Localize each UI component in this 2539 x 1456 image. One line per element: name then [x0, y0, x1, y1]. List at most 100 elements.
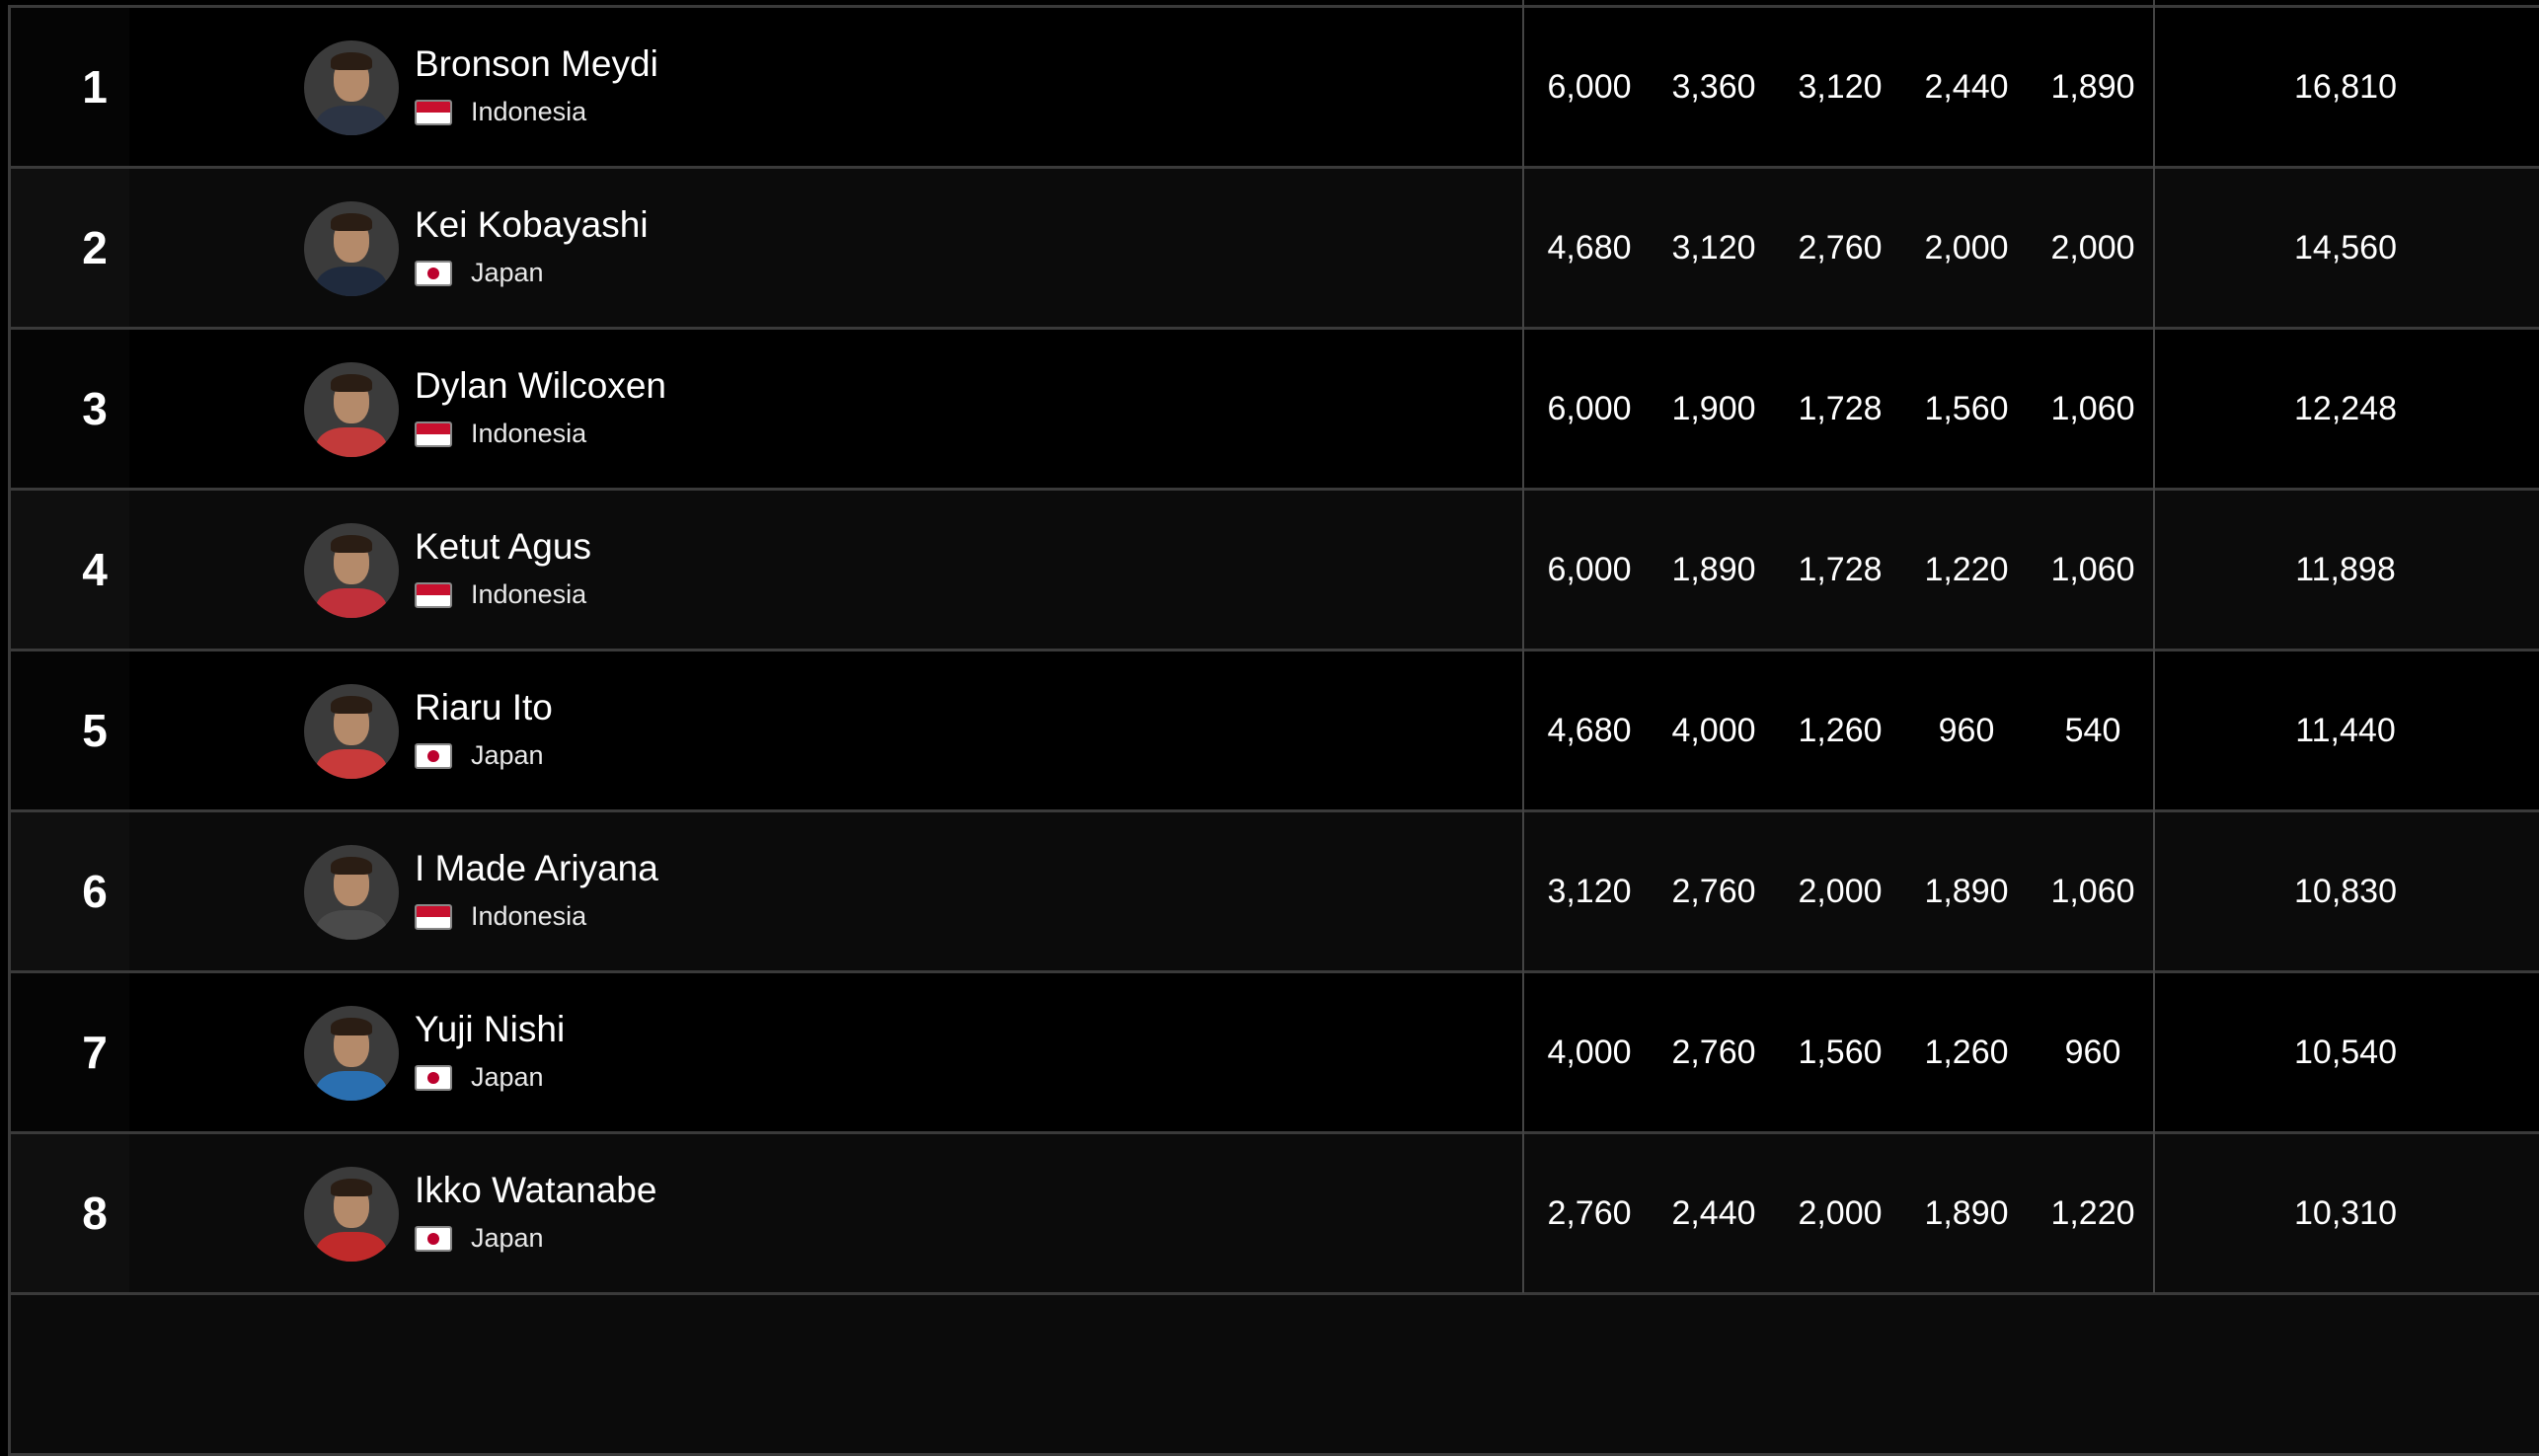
event-score: 1,728 [1798, 389, 1883, 427]
table-row[interactable]: 8 Ikko Watanabe Japan 2,760 2,440 2,000 1,8… [11, 1134, 2539, 1295]
event-score: 1,900 [1671, 389, 1756, 427]
avatar [304, 684, 399, 779]
event-score: 2,000 [1798, 1193, 1883, 1232]
total-points: 14,560 [2294, 228, 2397, 267]
japan-flag-icon [415, 1064, 452, 1091]
athlete-name[interactable]: Riaru Ito [415, 687, 553, 728]
table-row[interactable]: 3 Dylan Wilcoxen Indonesia 6,000 1,900 1,7… [11, 330, 2539, 491]
event-score: 960 [2064, 1033, 2121, 1071]
table-row[interactable]: 4 Ketut Agus Indonesia 6,000 1,890 1,728 1,… [11, 491, 2539, 651]
event-score: 6,000 [1547, 389, 1632, 427]
athlete-country: Japan [415, 1062, 544, 1093]
event-score: 2,440 [1671, 1193, 1756, 1232]
event-score: 2,000 [1924, 228, 2009, 267]
event-score: 1,060 [2050, 550, 2135, 588]
country-label: Japan [471, 740, 544, 770]
rank: 4 [82, 544, 108, 595]
athlete-country: Japan [415, 258, 544, 288]
athlete-country: Indonesia [415, 579, 586, 610]
athlete-name[interactable]: Ikko Watanabe [415, 1170, 657, 1210]
country-label: Indonesia [471, 419, 587, 448]
athlete-name[interactable]: I Made Ariyana [415, 848, 658, 888]
japan-flag-icon [415, 1225, 452, 1252]
athlete-name[interactable]: Yuji Nishi [415, 1009, 566, 1049]
avatar [304, 523, 399, 618]
event-score: 2,760 [1671, 1033, 1756, 1071]
athlete-country: Indonesia [415, 97, 586, 127]
table-row [11, 1295, 2539, 1456]
rank: 8 [82, 1188, 108, 1239]
avatar [304, 201, 399, 296]
rank: 6 [82, 866, 108, 917]
table-row[interactable]: 6 I Made Ariyana Indonesia 3,120 2,760 2,0… [11, 812, 2539, 973]
event-score: 4,680 [1547, 228, 1632, 267]
rank: 2 [82, 222, 108, 273]
avatar [304, 40, 399, 135]
avatar [304, 845, 399, 940]
total-points: 10,310 [2294, 1193, 2397, 1232]
rank: 7 [82, 1027, 108, 1078]
indonesia-flag-icon [415, 903, 452, 930]
country-label: Japan [471, 1062, 544, 1092]
event-score: 1,890 [1924, 872, 2009, 910]
event-score: 3,360 [1671, 67, 1756, 106]
avatar [304, 1167, 399, 1262]
event-score: 2,760 [1798, 228, 1883, 267]
event-score: 1,060 [2050, 872, 2135, 910]
athlete-country: Japan [415, 740, 544, 771]
event-score: 6,000 [1547, 67, 1632, 106]
column-divider [1522, 0, 1524, 1293]
country-label: Indonesia [471, 97, 587, 126]
indonesia-flag-icon [415, 99, 452, 125]
event-score: 1,560 [1924, 389, 2009, 427]
indonesia-flag-icon [415, 421, 452, 447]
event-score: 1,728 [1798, 550, 1883, 588]
athlete-name[interactable]: Kei Kobayashi [415, 204, 649, 245]
event-score: 1,220 [1924, 550, 2009, 588]
event-score: 540 [2064, 711, 2121, 749]
athlete-name[interactable]: Dylan Wilcoxen [415, 365, 666, 406]
event-score: 1,220 [2050, 1193, 2135, 1232]
table-row[interactable]: 1 Bronson Meydi Indonesia 6,000 3,360 3,12… [11, 8, 2539, 169]
avatar [304, 362, 399, 457]
event-score: 3,120 [1671, 228, 1756, 267]
event-score: 1,260 [1924, 1033, 2009, 1071]
event-score: 2,440 [1924, 67, 2009, 106]
event-score: 4,680 [1547, 711, 1632, 749]
country-label: Indonesia [471, 579, 587, 609]
total-points: 11,898 [2295, 550, 2396, 588]
event-score: 2,000 [2050, 228, 2135, 267]
country-label: Japan [471, 1223, 544, 1253]
event-score: 1,890 [1924, 1193, 2009, 1232]
event-score: 1,890 [1671, 550, 1756, 588]
athlete-name[interactable]: Bronson Meydi [415, 43, 658, 84]
country-label: Indonesia [471, 901, 587, 931]
event-score: 2,760 [1547, 1193, 1632, 1232]
table-row[interactable]: 2 Kei Kobayashi Japan 4,680 3,120 2,760 2,0… [11, 169, 2539, 330]
event-score: 1,060 [2050, 389, 2135, 427]
rank: 5 [82, 705, 108, 756]
event-score: 3,120 [1547, 872, 1632, 910]
japan-flag-icon [415, 260, 452, 286]
rankings-table: 1 Bronson Meydi Indonesia 6,000 3,360 3,12… [8, 5, 2539, 1456]
total-points: 16,810 [2294, 67, 2397, 106]
event-score: 4,000 [1547, 1033, 1632, 1071]
event-score: 1,260 [1798, 711, 1883, 749]
country-label: Japan [471, 258, 544, 287]
total-points: 10,830 [2294, 872, 2397, 910]
japan-flag-icon [415, 742, 452, 769]
table-row[interactable]: 7 Yuji Nishi Japan 4,000 2,760 1,560 1,260 9… [11, 973, 2539, 1134]
event-score: 1,890 [2050, 67, 2135, 106]
athlete-country: Indonesia [415, 901, 586, 932]
total-points: 11,440 [2295, 711, 2396, 749]
athlete-country: Indonesia [415, 419, 586, 449]
total-points: 12,248 [2294, 389, 2397, 427]
table-row[interactable]: 5 Riaru Ito Japan 4,680 4,000 1,260 960 540 1… [11, 651, 2539, 812]
event-score: 2,000 [1798, 872, 1883, 910]
rank: 3 [82, 383, 108, 434]
athlete-name[interactable]: Ketut Agus [415, 526, 591, 567]
event-score: 4,000 [1671, 711, 1756, 749]
total-points: 10,540 [2294, 1033, 2397, 1071]
rank: 1 [82, 61, 108, 113]
athlete-country: Japan [415, 1223, 544, 1254]
